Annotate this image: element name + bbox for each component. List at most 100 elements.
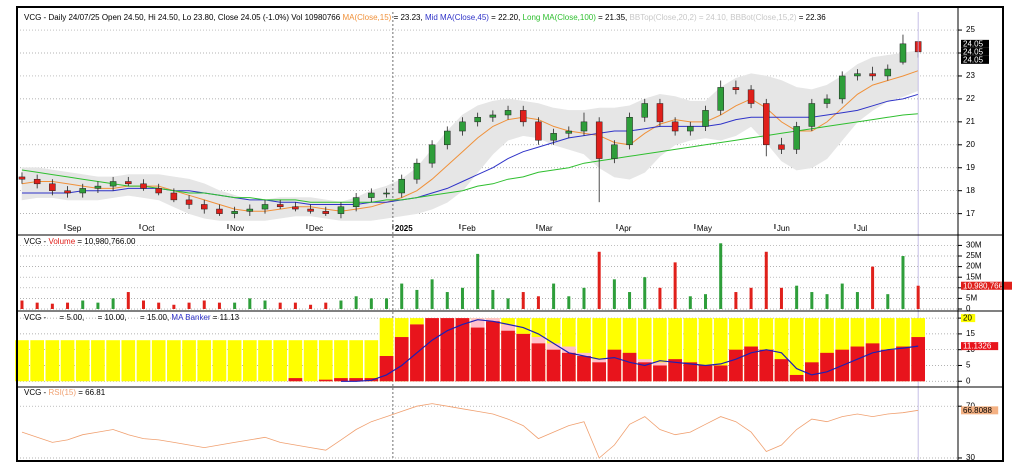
outer-frame — [16, 6, 1004, 462]
y-tick-label: 30 — [966, 453, 975, 462]
volume-bar — [111, 298, 115, 309]
candle-body — [580, 121, 588, 132]
header-segment: = 22.36 — [797, 13, 827, 22]
volume-bar — [643, 277, 647, 309]
volume-bar — [597, 251, 601, 309]
candle-body — [671, 121, 679, 132]
x-tick-label: Oct — [142, 224, 155, 233]
indicator-bar — [713, 365, 728, 382]
volume-bar — [187, 302, 191, 309]
volume-bar — [50, 303, 54, 309]
value-box-label: 24.05 — [963, 47, 984, 56]
candle-body — [641, 103, 649, 118]
indicator-bar — [318, 340, 333, 382]
indicator-bar — [227, 340, 242, 382]
indicator-bar — [349, 340, 363, 382]
indicator-bar — [561, 352, 576, 382]
volume-bar — [658, 287, 662, 309]
indicator-bar — [334, 340, 348, 382]
indicator-bar — [151, 340, 166, 382]
indicator-bar — [121, 340, 136, 382]
volume-bar — [96, 302, 100, 309]
indicator-bar — [744, 346, 758, 382]
x-tick-label: Jun — [777, 224, 790, 233]
candle-body — [489, 114, 497, 118]
candle-body — [261, 204, 269, 210]
volume-bar — [339, 300, 343, 309]
indicator-bar — [212, 340, 227, 382]
candle-body — [18, 176, 26, 180]
indicator-bar — [425, 318, 439, 382]
volume-bar — [460, 287, 464, 309]
indicator-bar — [334, 378, 348, 382]
header-segment: VCG - Daily 24/07/25 Open 24.50, Hi 24.5… — [24, 13, 342, 22]
y-tick-label: 5 — [966, 361, 971, 370]
panel-header: VCG - Daily 24/07/25 Open 24.50, Hi 24.5… — [24, 13, 826, 22]
candle-body — [64, 190, 71, 194]
volume-bar — [673, 262, 677, 309]
y-tick-label: 25M — [966, 251, 982, 260]
candle-body — [413, 162, 421, 180]
candle-body — [717, 87, 724, 111]
candle-body — [79, 188, 86, 194]
indicator-bar — [698, 365, 713, 382]
indicator-bar — [364, 340, 379, 382]
indicator-bar — [60, 340, 75, 382]
y-tick-label: 21 — [966, 117, 975, 126]
x-tick-label: May — [697, 224, 712, 233]
candle-body — [687, 126, 694, 132]
indicator-bar — [486, 321, 500, 382]
header-segment: Volume — [48, 237, 75, 246]
volume-bar — [552, 283, 556, 309]
candle-body — [368, 192, 375, 198]
volume-bar — [278, 302, 282, 309]
indicator-bar — [805, 362, 819, 382]
header-segment: RSI(15) — [48, 388, 76, 397]
candle-body — [428, 144, 436, 164]
y-tick-label: 20 — [966, 140, 975, 149]
volume-bar — [779, 287, 783, 309]
y-tick-label: 25 — [966, 25, 975, 34]
y-tick-label: 23 — [966, 71, 975, 80]
indicator-bar — [516, 333, 531, 382]
y-tick-label: 0 — [966, 376, 971, 385]
indicator-bar — [531, 343, 546, 382]
volume-bar — [141, 300, 145, 309]
volume-bar — [233, 302, 237, 309]
indicator-bar — [592, 362, 607, 382]
volume-bar — [35, 302, 39, 309]
y-tick-label: 70 — [966, 401, 975, 410]
volume-bar — [172, 304, 176, 309]
volume-bar — [886, 294, 890, 309]
volume-bar — [126, 292, 130, 309]
value-box-label: 24.05 — [963, 55, 984, 64]
candle-body — [216, 208, 223, 214]
candle-body — [656, 103, 664, 123]
volume-bar — [719, 243, 723, 309]
header-segment: VCG - — [24, 237, 48, 246]
volume-bar — [901, 256, 905, 309]
volume-bar — [749, 287, 753, 309]
volume-bar — [476, 253, 480, 309]
indicator-bar — [379, 356, 394, 382]
x-tick-label: Jul — [857, 224, 867, 233]
volume-bar — [506, 298, 510, 309]
candle-body — [125, 181, 132, 185]
header-segment: = 24.10, — [697, 13, 731, 22]
indicator-bar — [668, 359, 682, 382]
volume-bar — [400, 283, 404, 309]
candle-body — [854, 73, 861, 77]
x-tick-label: Nov — [230, 224, 244, 233]
indicator-bar — [91, 340, 105, 382]
candle-body — [702, 110, 709, 127]
header-segment: = 10,980,766.00 — [75, 237, 136, 246]
volume-bar — [415, 289, 419, 309]
candle-body — [519, 110, 527, 123]
candle-body — [550, 133, 557, 141]
header-segment: Long MA(Close,100) — [523, 13, 597, 22]
indicator-bar — [182, 340, 196, 382]
value-box-label: 24.05 — [963, 39, 984, 48]
candle-body — [231, 211, 238, 214]
indicator-bar — [318, 379, 333, 382]
